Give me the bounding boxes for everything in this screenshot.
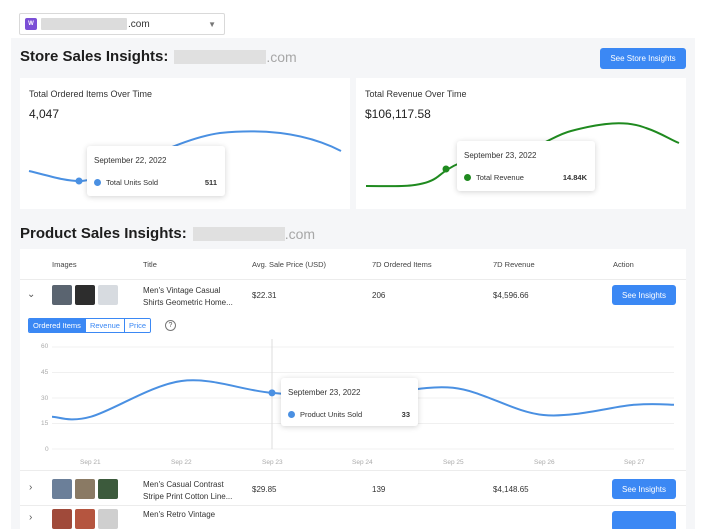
divider	[20, 279, 686, 280]
product-title: Men's Vintage Casual Shirts Geometric Ho…	[143, 285, 233, 309]
chevron-right-icon[interactable]: ›	[29, 482, 33, 493]
product-thumbnail	[75, 285, 95, 305]
product-thumbnail	[52, 479, 72, 499]
revenue-tooltip: September 23, 2022 Total Revenue 14.84K	[457, 141, 595, 191]
y-tick-label: 45	[41, 369, 49, 376]
redacted-domain	[41, 18, 127, 30]
column-header-images: Images	[52, 260, 77, 269]
product-revenue: $4,596.66	[493, 291, 529, 300]
revenue-marker	[442, 165, 450, 173]
product-title-line1: Men's Retro Vintage	[143, 510, 216, 519]
product-domain-suffix: .com	[284, 225, 316, 242]
column-header-price: Avg. Sale Price (USD)	[252, 260, 327, 269]
x-tick-label: Sep 21	[80, 459, 101, 466]
product-ordered: 206	[372, 291, 386, 300]
ordered-items-tooltip: September 22, 2022 Total Units Sold 511	[87, 146, 225, 196]
store-select-value: .com	[128, 18, 150, 30]
y-tick-label: 30	[41, 395, 49, 402]
caret-down-icon: ▼	[208, 19, 216, 29]
column-header-revenue: 7D Revenue	[493, 260, 535, 269]
ordered-items-card: Total Ordered Items Over Time 4,047 Sept…	[20, 78, 350, 209]
tooltip-row: Total Revenue 14.84K	[464, 173, 587, 182]
x-tick-label: Sep 27	[624, 459, 645, 466]
ordered-items-value: 4,047	[29, 107, 60, 121]
x-tick-label: Sep 25	[443, 459, 464, 466]
help-icon[interactable]: ?	[165, 320, 176, 331]
product-insights-title: Product Sales Insights:	[20, 225, 187, 242]
tooltip-date: September 23, 2022	[464, 151, 537, 160]
store-insights-title: Store Sales Insights:	[20, 48, 169, 65]
tooltip-label: Product Units Sold	[300, 410, 363, 419]
x-tick-label: Sep 26	[534, 459, 555, 466]
divider	[20, 505, 686, 506]
tooltip-date: September 23, 2022	[288, 388, 361, 397]
product-title-line1: Men's Vintage Casual	[143, 286, 221, 295]
tab-ordered-items[interactable]: Ordered Items	[29, 319, 85, 332]
product-thumbnail	[75, 509, 95, 529]
product-title-line1: Men's Casual Contrast	[143, 480, 224, 489]
revenue-title: Total Revenue Over Time	[365, 89, 467, 99]
column-header-title: Title	[143, 260, 157, 269]
product-price: $29.85	[252, 485, 277, 494]
product-thumbnail	[98, 509, 118, 529]
redacted-store-name	[174, 49, 267, 64]
product-insights-header: Product Sales Insights: .com	[20, 225, 315, 242]
x-tick-label: Sep 23	[262, 459, 283, 466]
tooltip-date: September 22, 2022	[94, 156, 167, 165]
chevron-down-icon[interactable]: ⌄	[27, 289, 36, 300]
column-header-action: Action	[613, 260, 634, 269]
divider	[20, 470, 686, 471]
tooltip-value: 511	[204, 178, 217, 187]
store-insights-header: Store Sales Insights: .com	[20, 48, 297, 65]
product-chart-tooltip: September 23, 2022 Product Units Sold 33	[281, 378, 418, 426]
tab-price[interactable]: Price	[123, 319, 151, 332]
redacted-store-name	[192, 226, 285, 241]
product-thumbnail	[52, 285, 72, 305]
series-dot-icon	[464, 174, 471, 181]
tooltip-label: Total Units Sold	[106, 178, 159, 187]
product-thumbnail	[52, 509, 72, 529]
metric-tabs: Ordered Items Revenue Price	[28, 318, 152, 333]
ordered-items-title: Total Ordered Items Over Time	[29, 89, 153, 99]
x-tick-label: Sep 24	[352, 459, 373, 466]
store-logo-icon: W	[25, 18, 37, 30]
product-thumbnail	[98, 479, 118, 499]
y-tick-label: 15	[41, 420, 49, 427]
chevron-right-icon[interactable]: ›	[29, 512, 33, 523]
store-domain-suffix: .com	[266, 48, 297, 65]
y-tick-label: 0	[45, 446, 49, 453]
revenue-value: $106,117.58	[365, 107, 431, 121]
ordered-items-marker	[75, 177, 83, 185]
product-revenue: $4,148.65	[493, 485, 529, 494]
product-title: Men's Casual Contrast Stripe Print Cotto…	[143, 479, 232, 503]
tooltip-label: Total Revenue	[476, 173, 524, 182]
series-dot-icon	[288, 411, 295, 418]
revenue-card: Total Revenue Over Time $106,117.58 Sept…	[356, 78, 686, 209]
tab-revenue[interactable]: Revenue	[84, 319, 124, 332]
x-tick-label: Sep 22	[171, 459, 192, 466]
product-thumbnail	[98, 285, 118, 305]
series-dot-icon	[94, 179, 101, 186]
tooltip-value: 33	[401, 410, 410, 419]
see-store-insights-button[interactable]: See Store Insights	[600, 48, 686, 69]
product-price: $22.31	[252, 291, 277, 300]
column-header-ordered: 7D Ordered Items	[372, 260, 432, 269]
product-thumbnail	[75, 479, 95, 499]
tooltip-row: Total Units Sold 511	[94, 178, 217, 187]
tooltip-value: 14.84K	[562, 173, 587, 182]
store-select[interactable]: W .com ▼	[19, 13, 225, 35]
see-insights-button[interactable]	[612, 511, 676, 529]
tooltip-row: Product Units Sold 33	[288, 410, 410, 419]
y-tick-label: 60	[41, 343, 49, 350]
see-insights-button[interactable]: See Insights	[612, 479, 676, 499]
product-title-line2: Shirts Geometric Home...	[143, 298, 233, 307]
product-title-line2: Stripe Print Cotton Line...	[143, 492, 233, 501]
see-insights-button[interactable]: See Insights	[612, 285, 676, 305]
product-ordered: 139	[372, 485, 386, 494]
